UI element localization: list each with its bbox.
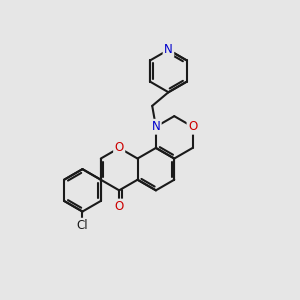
Text: O: O — [115, 200, 124, 213]
Text: O: O — [115, 141, 124, 154]
Text: N: N — [152, 120, 160, 133]
Text: N: N — [164, 43, 173, 56]
Text: Cl: Cl — [76, 219, 88, 232]
Text: O: O — [188, 120, 197, 133]
